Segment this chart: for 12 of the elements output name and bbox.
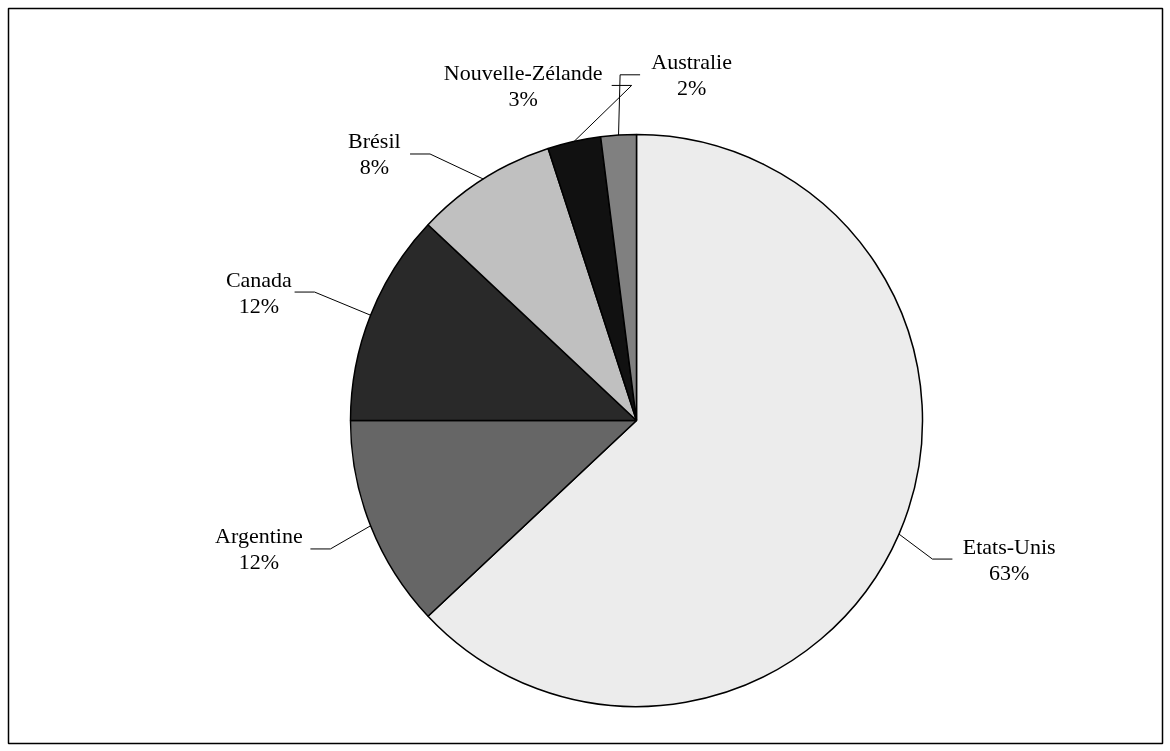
slice-label: Nouvelle-Zélande (443, 59, 603, 85)
data-label: 8% (359, 154, 390, 180)
data-label: 12% (238, 549, 280, 575)
slice-label: Brésil (348, 128, 401, 154)
data-label: 2% (676, 75, 707, 101)
slice-label: Canada (225, 266, 293, 292)
data-label: 3% (508, 85, 538, 111)
slice-label: Australie (651, 49, 732, 75)
data-label: 63% (989, 559, 1030, 585)
slice-label: Etats-Unis (962, 533, 1056, 559)
slice-label: Argentine (215, 523, 303, 549)
data-label: 12% (238, 292, 280, 318)
